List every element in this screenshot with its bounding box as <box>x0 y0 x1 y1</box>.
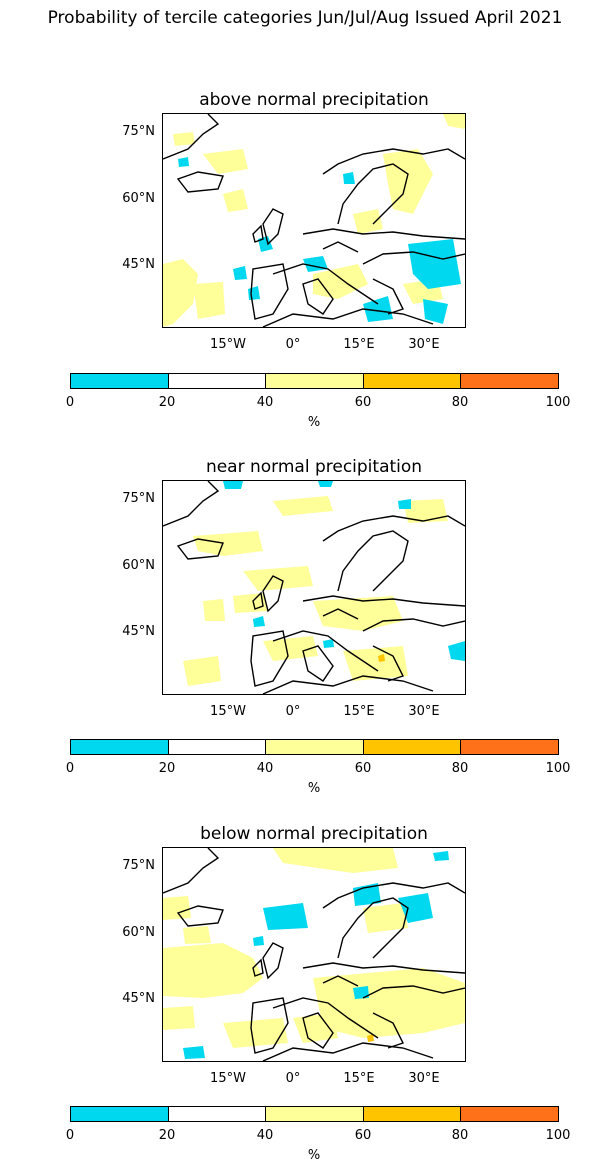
colorbar-seg-80-100 <box>461 374 558 388</box>
lat-label-45n-p2: 45°N <box>122 624 155 639</box>
colorbar-seg-20-40 <box>168 1107 267 1121</box>
cbar-tick-20: 20 <box>158 395 176 410</box>
colorbar-seg-0-20 <box>71 1107 169 1121</box>
cbar-tick-80: 80 <box>451 1128 469 1143</box>
colorbar-above <box>70 373 559 389</box>
cbar-tick-100: 100 <box>545 395 571 410</box>
map-below-normal <box>162 847 466 1062</box>
cbar-tick-40: 40 <box>256 761 274 776</box>
cbar-unit: % <box>307 781 321 796</box>
colorbar-near <box>70 739 559 755</box>
colorbar-seg-80-100 <box>461 1107 558 1121</box>
lon-label-15e-p3: 15°E <box>343 1071 375 1086</box>
map-above-normal <box>162 113 466 328</box>
panel-title-below: below normal precipitation <box>200 824 428 844</box>
colorbar-seg-60-80 <box>363 374 462 388</box>
figure-title: Probability of tercile categories Jun/Ju… <box>47 8 563 28</box>
lon-label-15e-p2: 15°E <box>343 704 375 719</box>
above-coastlines <box>163 114 465 327</box>
panel-title-above: above normal precipitation <box>199 90 429 110</box>
lon-label-15w-p1: 15°W <box>210 337 246 352</box>
map-near-normal <box>162 480 466 695</box>
lat-label-45n-p3: 45°N <box>122 991 155 1006</box>
lon-label-0-p2: 0° <box>285 704 301 719</box>
map-near-svg <box>163 481 465 694</box>
cbar-tick-40: 40 <box>256 1128 274 1143</box>
cbar-tick-60: 60 <box>354 1128 372 1143</box>
cbar-tick-100: 100 <box>545 1128 571 1143</box>
cbar-tick-60: 60 <box>354 395 372 410</box>
lat-label-60n-p2: 60°N <box>122 558 155 573</box>
below-yellow-regions <box>163 848 465 1048</box>
cbar-tick-40: 40 <box>256 395 274 410</box>
lon-label-0-p3: 0° <box>285 1071 301 1086</box>
near-cyan-regions <box>223 481 465 661</box>
cbar-unit: % <box>307 415 321 430</box>
colorbar-seg-20-40 <box>168 740 267 754</box>
colorbar-seg-60-80 <box>363 1107 462 1121</box>
map-below-svg <box>163 848 465 1061</box>
colorbar-seg-40-60 <box>266 740 364 754</box>
colorbar-below <box>70 1106 559 1122</box>
above-yellow-regions <box>163 114 465 327</box>
near-orange-regions <box>378 654 385 662</box>
cbar-tick-80: 80 <box>451 761 469 776</box>
lon-label-30e-p1: 30°E <box>408 337 440 352</box>
lat-label-75n-p3: 75°N <box>122 858 155 873</box>
cbar-tick-0: 0 <box>65 1128 75 1143</box>
lon-label-0-p1: 0° <box>285 337 301 352</box>
lat-label-75n-p1: 75°N <box>122 124 155 139</box>
near-coastlines <box>163 481 465 694</box>
lon-label-15w-p3: 15°W <box>210 1071 246 1086</box>
cbar-tick-0: 0 <box>65 395 75 410</box>
colorbar-seg-60-80 <box>363 740 462 754</box>
lat-label-60n-p1: 60°N <box>122 191 155 206</box>
cbar-unit: % <box>307 1148 321 1163</box>
cbar-tick-60: 60 <box>354 761 372 776</box>
below-orange-regions <box>367 1034 374 1042</box>
colorbar-seg-40-60 <box>266 1107 364 1121</box>
lat-label-75n-p2: 75°N <box>122 491 155 506</box>
lon-label-15e-p1: 15°E <box>343 337 375 352</box>
cbar-tick-20: 20 <box>158 1128 176 1143</box>
cbar-tick-80: 80 <box>451 395 469 410</box>
below-coastlines <box>163 848 465 1061</box>
cbar-tick-100: 100 <box>545 761 571 776</box>
colorbar-seg-20-40 <box>168 374 267 388</box>
lat-label-60n-p3: 60°N <box>122 925 155 940</box>
colorbar-seg-0-20 <box>71 374 169 388</box>
lon-label-30e-p2: 30°E <box>408 704 440 719</box>
colorbar-seg-0-20 <box>71 740 169 754</box>
cbar-tick-20: 20 <box>158 761 176 776</box>
lon-label-30e-p3: 30°E <box>408 1071 440 1086</box>
colorbar-seg-80-100 <box>461 740 558 754</box>
lon-label-15w-p2: 15°W <box>210 704 246 719</box>
near-yellow-regions <box>183 496 448 686</box>
map-above-svg <box>163 114 465 327</box>
below-cyan-regions <box>183 851 449 1059</box>
lat-label-45n-p1: 45°N <box>122 257 155 272</box>
cbar-tick-0: 0 <box>65 761 75 776</box>
colorbar-seg-40-60 <box>266 374 364 388</box>
panel-title-near: near normal precipitation <box>205 457 423 477</box>
